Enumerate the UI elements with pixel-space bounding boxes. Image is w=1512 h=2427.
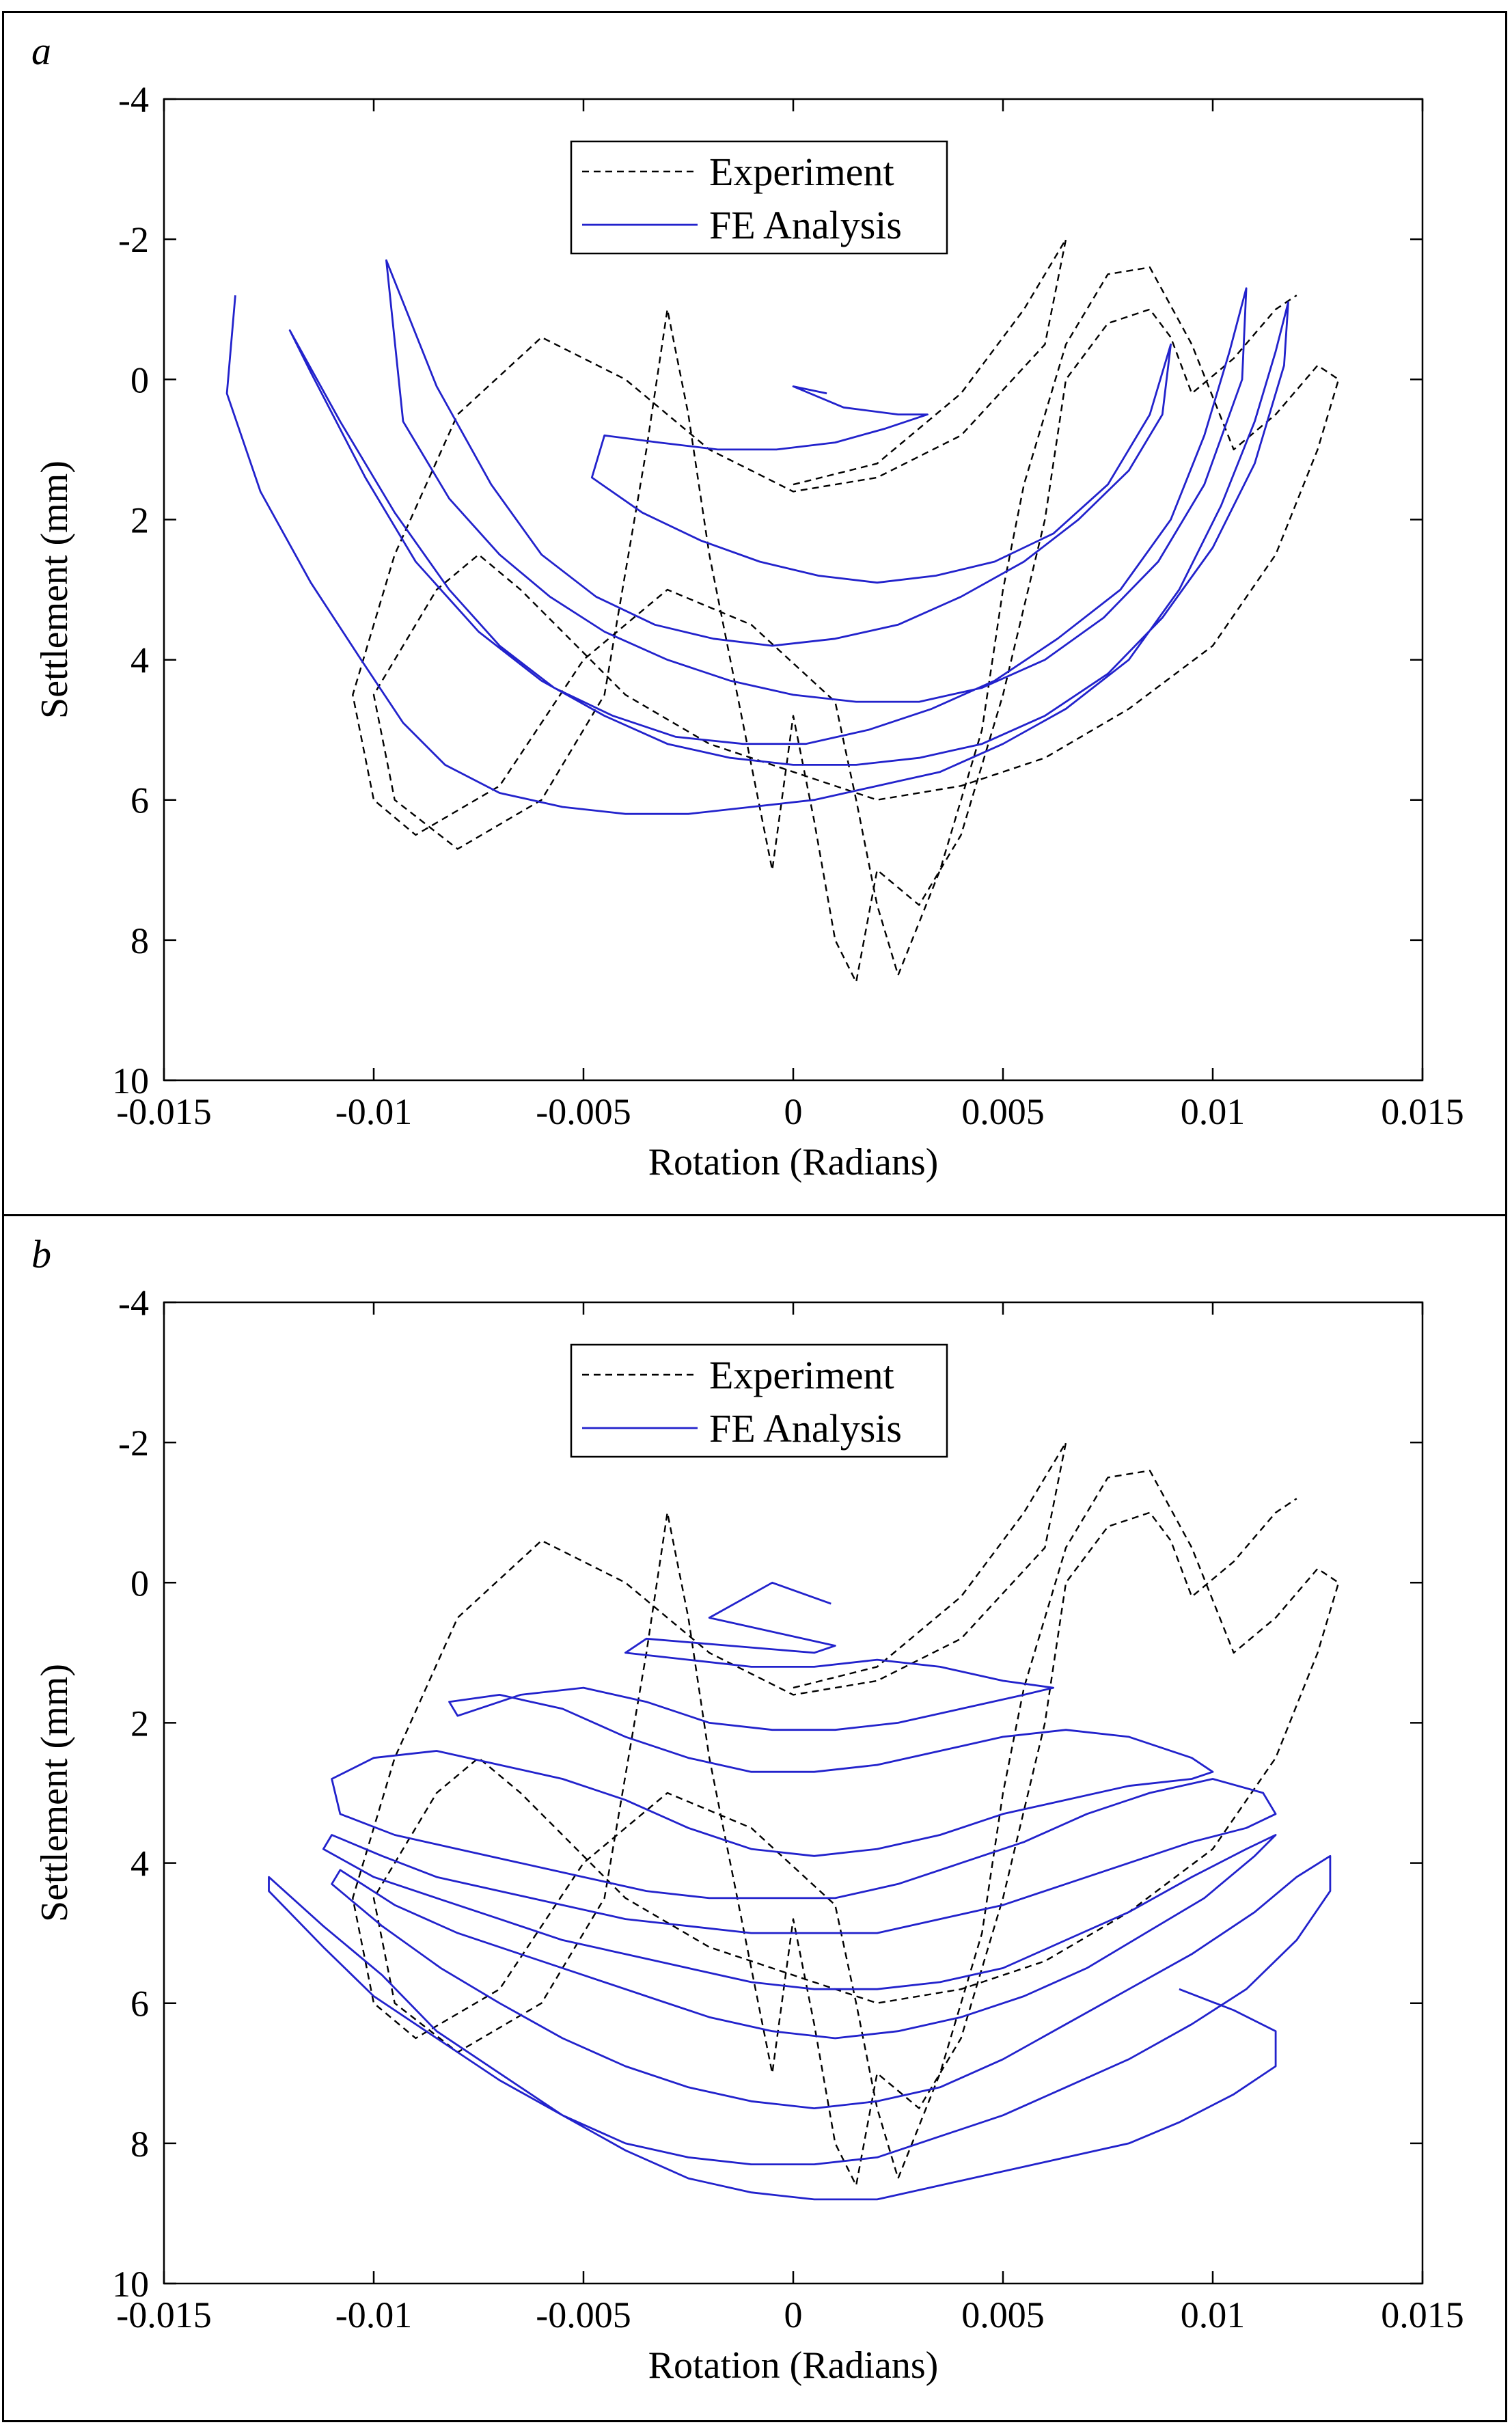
x-tick-label: -0.015 [116, 2294, 211, 2335]
series-fe-analysis [268, 1581, 1332, 2201]
x-tick-label: 0.01 [1181, 1091, 1246, 1132]
y-tick-label: 10 [112, 2264, 149, 2305]
x-tick-label: 0.005 [961, 2294, 1045, 2335]
legend-label: FE Analysis [709, 1406, 902, 1451]
y-tick-label: 2 [130, 499, 149, 540]
y-tick-label: 2 [130, 1703, 149, 1744]
chart-b: -0.015 -0.01 -0.005 0 0.005 0.01 0.015 -4 -2 0 2 4 6… [33, 1283, 1464, 2387]
x-tick-label: -0.015 [116, 1091, 211, 1132]
y-tick-label: -2 [118, 219, 149, 260]
legend-label: FE Analysis [709, 203, 902, 247]
legend-label: Experiment [709, 150, 894, 194]
legend-box [570, 140, 948, 255]
y-tick-label: 0 [130, 359, 149, 400]
y-tick-label: 4 [130, 640, 149, 681]
x-tick-label: 0 [784, 2294, 803, 2335]
panel-b: b -0.015 -0.01 -0.005 0 0.005 0.01 0.015 -4 -2 0 2… [2, 1214, 1507, 2422]
y-tick-label: -4 [118, 1283, 149, 1324]
x-tick-label: -0.01 [335, 1091, 412, 1132]
legend-label: Experiment [709, 1353, 894, 1397]
y-tick-label: 8 [130, 920, 149, 961]
y-tick-label: -2 [118, 1423, 149, 1464]
panel-a: a -0.015 -0.01 -0.005 0 0.005 0.01 0.015 -4 -2 0 2… [2, 11, 1507, 1216]
x-axis-title: Rotation (Radians) [648, 1141, 939, 1183]
panel-letter: a [31, 29, 51, 73]
chart-a: -0.015 -0.01 -0.005 0 0.005 0.01 0.015 -4 -2 0 2 4 6… [33, 79, 1464, 1183]
y-tick-label: 8 [130, 2124, 149, 2165]
x-tick-label: -0.005 [536, 1091, 631, 1132]
y-tick-label: 6 [130, 1984, 149, 2025]
y-tick-label: 10 [112, 1060, 149, 1101]
y-tick-label: 0 [130, 1563, 149, 1604]
y-axis-title: Settlement (mm) [33, 461, 76, 719]
y-tick-label: 4 [130, 1843, 149, 1884]
x-tick-label: -0.01 [335, 2294, 412, 2335]
y-tick-label: -4 [118, 79, 149, 120]
x-axis-title: Rotation (Radians) [648, 2344, 939, 2387]
x-tick-label: 0.015 [1381, 2294, 1464, 2335]
y-tick-label: 6 [130, 780, 149, 821]
x-tick-label: 0.015 [1381, 1091, 1464, 1132]
x-tick-label: 0.005 [961, 1091, 1045, 1132]
x-tick-label: 0 [784, 1091, 803, 1132]
series-fe-analysis [225, 259, 1289, 815]
x-tick-label: 0.01 [1181, 2294, 1246, 2335]
y-axis-title: Settlement (mm) [33, 1664, 76, 1922]
series-experiment [352, 238, 1340, 983]
x-tick-label: -0.005 [536, 2294, 631, 2335]
panel-letter: b [31, 1232, 51, 1276]
legend-box [570, 1343, 948, 1458]
